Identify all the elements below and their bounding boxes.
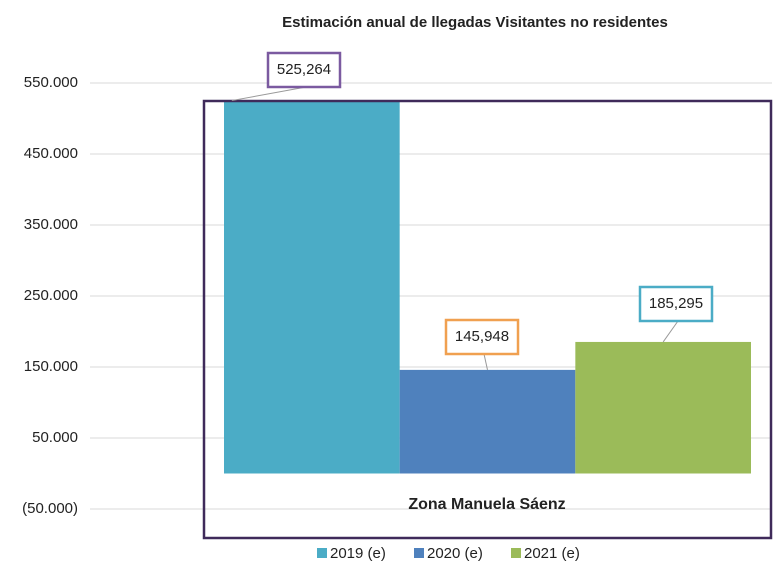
data-label: 185,295 bbox=[649, 295, 703, 312]
legend-label: 2019 (e) bbox=[330, 545, 386, 562]
bar bbox=[575, 341, 751, 474]
plot-frame bbox=[202, 99, 773, 540]
leader-line bbox=[483, 353, 488, 370]
legend-label: 2020 (e) bbox=[427, 545, 483, 562]
data-label-box bbox=[444, 318, 520, 356]
data-label: 145,948 bbox=[455, 328, 509, 345]
legend-swatch bbox=[414, 548, 424, 558]
bar bbox=[399, 369, 576, 474]
y-tick-label: 450.000 bbox=[24, 145, 78, 162]
leader-line bbox=[231, 86, 307, 102]
chart-title: Estimación anual de llegadas Visitantes … bbox=[282, 14, 668, 31]
y-tick-label: 250.000 bbox=[24, 287, 78, 304]
legend-swatch bbox=[511, 548, 521, 558]
data-label: 525,264 bbox=[277, 61, 331, 78]
data-label-box bbox=[266, 51, 342, 89]
x-tick-label: Zona Manuela Sáenz bbox=[408, 496, 565, 513]
y-tick-label: 550.000 bbox=[24, 74, 78, 91]
y-tick-label: 350.000 bbox=[24, 216, 78, 233]
y-tick-label: 50.000 bbox=[32, 429, 78, 446]
leader-line bbox=[662, 320, 679, 343]
y-tick-label: 150.000 bbox=[24, 358, 78, 375]
legend-swatch bbox=[317, 548, 327, 558]
data-label-box bbox=[638, 285, 714, 323]
legend-label: 2021 (e) bbox=[524, 545, 580, 562]
y-tick-label: (50.000) bbox=[22, 500, 78, 517]
bar bbox=[224, 100, 400, 474]
